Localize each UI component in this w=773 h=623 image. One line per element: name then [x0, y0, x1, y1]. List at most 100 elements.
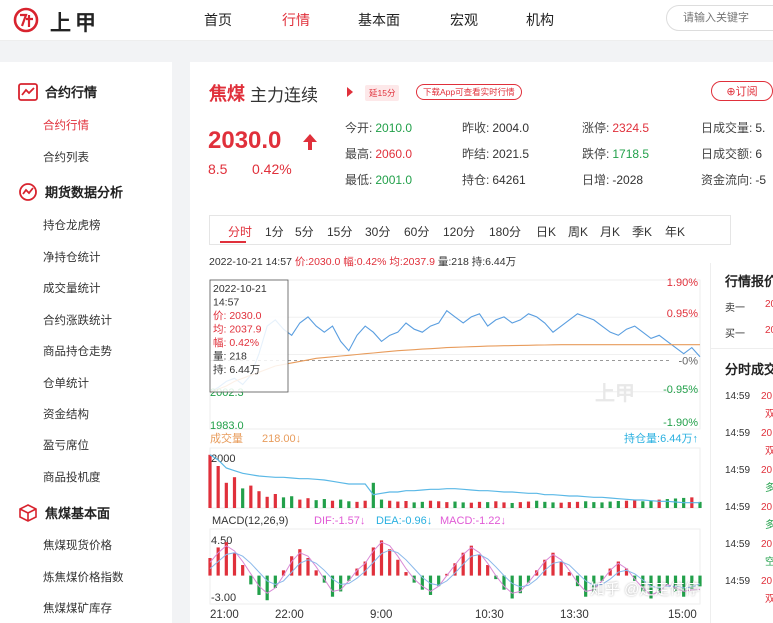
tab-period[interactable]: 日K	[536, 225, 557, 239]
info-datetime: 2022-10-21 14:57	[209, 256, 292, 268]
sidebar-item-position-trend[interactable]: 商品持仓走势	[43, 346, 112, 358]
volume-bar	[665, 499, 669, 508]
macd-bar	[567, 572, 571, 576]
tab-period[interactable]: 1分	[265, 225, 284, 239]
sidebar-item-price-index[interactable]: 炼焦煤价格指数	[43, 572, 124, 584]
nav-market[interactable]: 行情	[282, 12, 310, 28]
main-panel: 焦煤 主力连续 延15分 下载App可查看实时行情 ⊕订阅 2030.0 8.5…	[190, 62, 773, 623]
macd-bar	[445, 573, 449, 576]
x-tick-label: 13:30	[560, 609, 589, 621]
sell1-value: 20	[765, 299, 773, 310]
volume-bar	[216, 466, 220, 508]
sidebar-section-coking-coal-fundamentals[interactable]: 焦煤基本面	[18, 503, 110, 522]
macd-dea-line	[209, 549, 701, 589]
quote-value: 2021.5	[492, 147, 530, 161]
macd-bar	[265, 575, 269, 601]
nav-fundamentals[interactable]: 基本面	[358, 12, 400, 28]
quote-label: 日增:	[582, 173, 610, 187]
quote-value: 6	[755, 147, 763, 161]
sidebar-item-contract-list[interactable]: 合约列表	[43, 152, 89, 164]
sidebar-item-change-stats[interactable]: 合约涨跌统计	[43, 315, 112, 327]
macd-bar	[551, 552, 555, 576]
cube-icon	[19, 503, 37, 522]
tab-period[interactable]: 周K	[568, 225, 589, 239]
volume-bar	[388, 500, 392, 508]
sidebar-section-futures-analysis[interactable]: 期货数据分析	[18, 182, 123, 201]
macd-bar	[477, 554, 482, 576]
volume-bar	[624, 500, 629, 508]
download-app-badge[interactable]: 下载App可查看实时行情	[416, 84, 522, 100]
volume-bar	[461, 502, 465, 508]
sidebar: 合约行情 合约行情 合约列表 期货数据分析 持仓龙虎榜 净持仓统计 成交量统计 …	[0, 62, 172, 623]
sidebar-item-net-position[interactable]: 净持仓统计	[43, 252, 101, 264]
trade-price: 20	[761, 539, 773, 550]
sidebar-section-contract-quotes[interactable]: 合约行情	[18, 82, 97, 101]
quote-cell: 跌停: 1718.5	[582, 145, 649, 162]
trade-time: 14:59	[725, 391, 751, 402]
sidebar-section-title: 合约行情	[45, 85, 98, 100]
tab-period[interactable]: 120分	[443, 225, 476, 239]
quote-value: 1718.5	[612, 147, 650, 161]
sidebar-item-fund-structure[interactable]: 资金结构	[43, 409, 89, 421]
buy1-label: 买一	[725, 329, 745, 340]
volume-bar	[502, 502, 506, 508]
sidebar-item-position-ranking[interactable]: 持仓龙虎榜	[43, 220, 101, 232]
quote-side-panel: 行情报价 卖一 20 买一 20 分时成交 14:59 20 双 14:59 20 双 14…	[710, 263, 773, 623]
quote-cell: 日成交量: 5.	[701, 119, 765, 136]
contract-type[interactable]: 主力连续	[250, 86, 318, 105]
info-price: 价:2030.0	[294, 256, 341, 268]
volume-bar	[567, 502, 571, 508]
sidebar-item-spot-price[interactable]: 焦煤现货价格	[43, 540, 112, 552]
info-amplitude: 幅:0.42%	[343, 256, 387, 268]
macd-bar	[535, 570, 539, 576]
macd-bar	[273, 575, 277, 588]
search-input[interactable]	[666, 5, 773, 31]
subscribe-label: 订阅	[735, 86, 758, 98]
tab-period[interactable]: 180分	[489, 225, 522, 239]
price-tick-label: 1983.0	[210, 420, 244, 432]
trade-price: 20	[761, 391, 773, 402]
macd-bar	[347, 575, 351, 581]
brand-name[interactable]: 上甲	[50, 12, 100, 35]
line-chart-icon	[18, 82, 38, 101]
tab-period[interactable]: 季K	[632, 225, 653, 239]
tab-period[interactable]: 年K	[665, 225, 686, 239]
volume-bar	[224, 482, 228, 508]
sidebar-item-pnl-seats[interactable]: 盈亏席位	[43, 440, 89, 452]
trade-price: 20	[761, 502, 773, 513]
sidebar-item-volume-stats[interactable]: 成交量统计	[43, 283, 101, 295]
nav-macro[interactable]: 宏观	[450, 12, 478, 28]
trade-tag: 双	[765, 594, 773, 605]
sidebar-item-speculation[interactable]: 商品投机度	[43, 472, 101, 484]
average-line	[209, 344, 700, 393]
quote-label: 昨收:	[462, 121, 490, 135]
brand-logo-icon[interactable]	[12, 6, 42, 34]
macd-bar	[682, 575, 686, 597]
tab-period[interactable]: 分时	[228, 225, 253, 239]
sidebar-item-contract-quotes[interactable]: 合约行情	[43, 120, 89, 132]
play-icon[interactable]	[347, 87, 353, 97]
tooltip-line: 均: 2037.9	[213, 324, 262, 336]
sidebar-item-mine-inventory[interactable]: 焦煤煤矿库存	[43, 603, 112, 615]
nav-institutions[interactable]: 机构	[526, 12, 554, 28]
volume-bar	[232, 477, 237, 508]
nav-home[interactable]: 首页	[204, 12, 232, 28]
sidebar-item-warehouse-receipts[interactable]: 仓单统计	[43, 378, 89, 390]
volume-bar	[592, 502, 596, 508]
tab-period[interactable]: 60分	[404, 225, 430, 239]
trade-time: 14:59	[725, 576, 751, 587]
tab-period[interactable]: 15分	[327, 225, 353, 239]
volume-bar	[290, 496, 294, 508]
intraday-chart[interactable]: 上甲1.90%0.95%-0%-0.95%-1.90%2002.31983.02…	[190, 274, 702, 623]
subscribe-button[interactable]: ⊕订阅	[711, 81, 773, 101]
tab-period[interactable]: 5分	[295, 225, 314, 239]
tab-period[interactable]: 30分	[365, 225, 391, 239]
volume-bar	[551, 502, 555, 508]
volume-bar	[698, 501, 702, 508]
quote-label: 持仓:	[462, 173, 490, 187]
sell1-label: 卖一	[725, 303, 745, 314]
quote-cell: 持仓: 64261	[462, 171, 526, 188]
tab-period[interactable]: 月K	[600, 225, 621, 239]
volume-axis-label: 2000	[211, 453, 235, 465]
macd-bar	[232, 552, 237, 576]
